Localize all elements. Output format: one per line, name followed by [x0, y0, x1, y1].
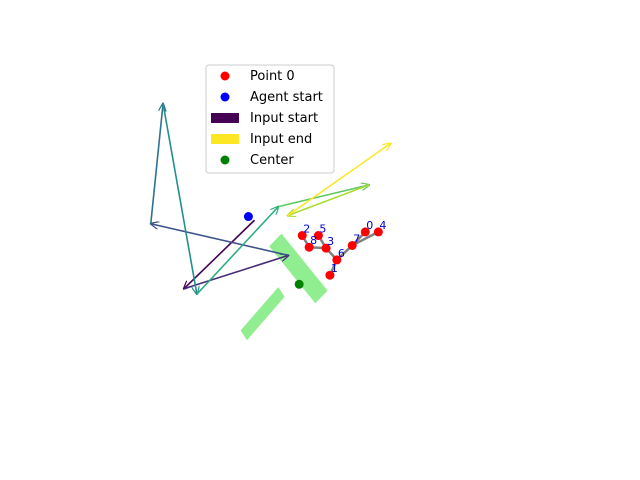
agent-body-layer	[240, 233, 328, 341]
legend: Point 0 Agent start Input start Input en…	[205, 64, 335, 174]
legend-label-agent-start: Agent start	[250, 90, 323, 105]
legend-label-input-end: Input end	[250, 132, 312, 147]
legend-marker-center	[220, 155, 230, 165]
trajectory-arrow-1	[183, 255, 289, 290]
keypoint-label-3: 3	[327, 235, 334, 248]
trajectory-arrow-0	[184, 219, 256, 289]
keypoint-label-5: 5	[319, 223, 326, 236]
keypoint-markers	[243, 212, 383, 289]
agent-body-bar	[269, 233, 328, 304]
skeleton-segment-7	[350, 230, 380, 247]
keypoint-7	[347, 240, 357, 250]
legend-swatch-input-end	[211, 134, 239, 144]
legend-label-center: Center	[250, 153, 294, 168]
agent-body-stem	[240, 286, 285, 341]
keypoint-label-8: 8	[310, 234, 317, 247]
legend-frame	[205, 64, 335, 174]
keypoint-0	[360, 227, 370, 237]
keypoint-2	[297, 231, 307, 241]
legend-marker-point-0	[220, 71, 230, 81]
keypoint-1	[325, 270, 335, 280]
legend-marker-agent-start	[220, 92, 230, 102]
legend-swatch-input-start	[211, 113, 239, 123]
trajectory-arrow-4	[162, 103, 197, 295]
keypoint-label-1: 1	[331, 262, 338, 275]
keypoint-labels: 0 1 2 3 4 567 8	[303, 219, 386, 275]
center-marker	[294, 279, 304, 289]
trajectory-arrow-8	[287, 143, 391, 217]
keypoint-label-4: 4	[379, 219, 386, 232]
keypoint-label-6: 6	[338, 247, 345, 260]
keypoint-label-2: 2	[303, 223, 310, 236]
trajectory-arrows	[151, 104, 391, 295]
agent-start-marker	[243, 212, 253, 222]
legend-label-point-0: Point 0	[250, 69, 295, 84]
trajectory-arrow-7	[288, 184, 370, 216]
keypoint-label-0: 0	[366, 219, 373, 232]
trajectory-arrow-6	[278, 185, 369, 208]
legend-label-input-start: Input start	[250, 111, 318, 126]
keypoint-8	[304, 242, 314, 252]
trajectory-arrow-2	[151, 224, 289, 257]
keypoint-4	[373, 227, 383, 237]
trajectory-arrow-5	[196, 207, 279, 295]
keypoint-6	[332, 255, 342, 265]
keypoint-5	[313, 231, 323, 241]
trajectory-arrow-3	[149, 104, 163, 224]
keypoint-3	[321, 243, 331, 253]
keypoint-label-7: 7	[353, 232, 360, 245]
